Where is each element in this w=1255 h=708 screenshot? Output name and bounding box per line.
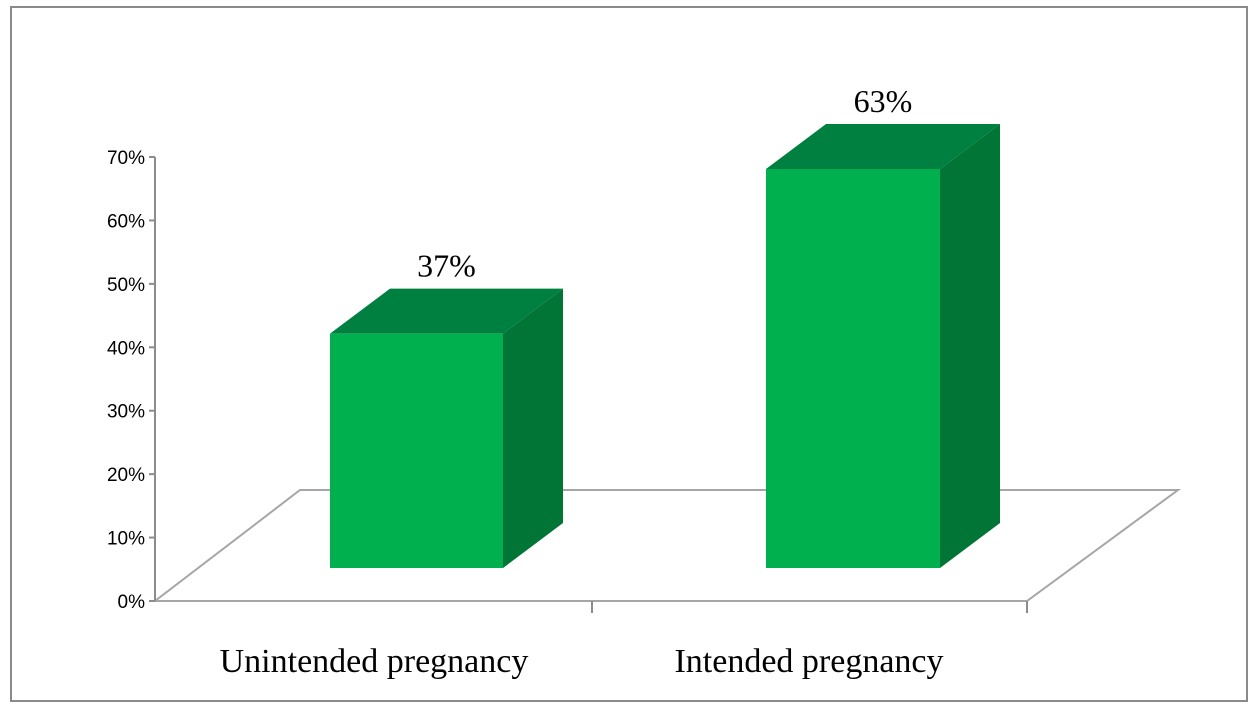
data-label: 63%	[854, 83, 913, 119]
y-tick-label: 30%	[107, 402, 145, 423]
y-tick-label: 0%	[118, 592, 146, 613]
y-tick-label: 70%	[107, 148, 145, 169]
bar-top	[330, 288, 563, 334]
bar-top	[766, 124, 1000, 169]
bar	[766, 124, 1000, 568]
bar	[330, 288, 563, 568]
data-label: 37%	[417, 248, 476, 284]
bar-front	[766, 169, 940, 568]
y-tick-label: 60%	[107, 211, 145, 232]
y-tick-label: 10%	[107, 529, 145, 550]
x-axis-labels: Unintended pregnancy Intended pregnancy	[220, 643, 944, 680]
y-tick-label: 40%	[107, 338, 145, 359]
chart-floor	[152, 489, 1182, 602]
bars	[330, 124, 1000, 568]
floor-plane	[152, 489, 1182, 602]
y-axis: 0% 10% 20% 30% 40% 50% 60% 70%	[107, 148, 1028, 613]
y-tick-label: 20%	[107, 465, 145, 486]
data-labels: 37% 63%	[417, 83, 912, 284]
x-category-label: Intended pregnancy	[674, 643, 943, 680]
bar-front	[330, 333, 503, 568]
chart-frame	[10, 6, 1248, 702]
y-tick-label: 50%	[107, 275, 145, 296]
x-category-label: Unintended pregnancy	[220, 643, 529, 680]
bar-side	[503, 288, 563, 568]
bar-side	[940, 124, 1000, 568]
